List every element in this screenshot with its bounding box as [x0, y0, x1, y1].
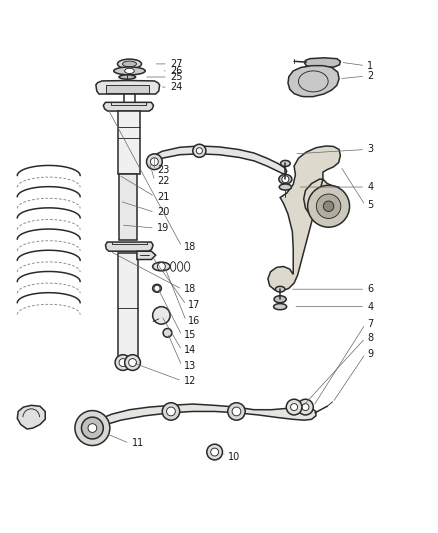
Text: 10: 10 — [228, 452, 240, 462]
Ellipse shape — [117, 59, 141, 69]
Text: 23: 23 — [157, 165, 170, 175]
Text: 12: 12 — [184, 376, 197, 386]
Text: 17: 17 — [188, 300, 201, 310]
Circle shape — [286, 399, 302, 415]
Circle shape — [81, 417, 103, 439]
Ellipse shape — [152, 262, 170, 271]
Text: 16: 16 — [188, 316, 201, 326]
Ellipse shape — [279, 184, 291, 190]
Circle shape — [154, 285, 160, 292]
Text: 4: 4 — [367, 182, 374, 192]
Polygon shape — [154, 146, 287, 175]
Circle shape — [129, 359, 137, 367]
Ellipse shape — [276, 286, 285, 292]
Circle shape — [307, 185, 350, 227]
Circle shape — [207, 444, 223, 460]
Ellipse shape — [279, 174, 292, 184]
Text: 4: 4 — [367, 302, 374, 312]
Circle shape — [302, 403, 309, 410]
Text: 9: 9 — [367, 349, 374, 359]
Circle shape — [163, 328, 172, 337]
Circle shape — [147, 154, 162, 169]
Text: 5: 5 — [367, 200, 374, 211]
Circle shape — [282, 176, 289, 183]
Circle shape — [119, 359, 127, 367]
Text: 1: 1 — [367, 61, 374, 71]
Circle shape — [150, 158, 158, 166]
Polygon shape — [96, 80, 159, 94]
Text: 26: 26 — [170, 66, 183, 76]
Polygon shape — [106, 85, 149, 93]
Text: 24: 24 — [170, 83, 183, 93]
Circle shape — [125, 354, 141, 370]
Circle shape — [166, 407, 175, 416]
Circle shape — [316, 194, 341, 219]
Text: 8: 8 — [367, 333, 374, 343]
Circle shape — [297, 399, 313, 415]
Text: 18: 18 — [184, 242, 196, 252]
Circle shape — [323, 201, 334, 212]
Text: 2: 2 — [367, 71, 374, 81]
Text: 19: 19 — [157, 223, 169, 233]
Text: 27: 27 — [170, 59, 183, 69]
Text: 18: 18 — [184, 284, 196, 294]
Polygon shape — [120, 174, 137, 240]
Text: 22: 22 — [157, 176, 170, 186]
Ellipse shape — [123, 61, 137, 67]
Circle shape — [152, 306, 170, 324]
Ellipse shape — [274, 304, 287, 310]
Circle shape — [88, 424, 97, 432]
Polygon shape — [118, 111, 140, 174]
Circle shape — [228, 403, 245, 420]
Polygon shape — [106, 242, 153, 251]
Circle shape — [193, 144, 206, 157]
Polygon shape — [103, 102, 153, 111]
Polygon shape — [304, 58, 340, 68]
Ellipse shape — [152, 285, 161, 292]
Circle shape — [232, 407, 241, 416]
Text: 20: 20 — [157, 207, 170, 217]
Ellipse shape — [119, 75, 136, 79]
Polygon shape — [17, 405, 45, 429]
Circle shape — [75, 410, 110, 446]
Ellipse shape — [281, 160, 290, 166]
Text: 13: 13 — [184, 361, 196, 371]
Polygon shape — [268, 146, 340, 291]
Text: 6: 6 — [367, 284, 374, 294]
Text: 15: 15 — [184, 330, 197, 341]
Polygon shape — [288, 66, 339, 96]
Circle shape — [290, 403, 297, 410]
Circle shape — [115, 354, 131, 370]
Ellipse shape — [274, 296, 286, 303]
Ellipse shape — [114, 67, 145, 75]
Circle shape — [162, 403, 180, 420]
Circle shape — [196, 148, 202, 154]
Text: 21: 21 — [157, 192, 170, 201]
Text: 7: 7 — [367, 319, 374, 329]
Polygon shape — [137, 251, 155, 260]
Text: 11: 11 — [132, 438, 144, 448]
Circle shape — [211, 448, 219, 456]
Text: 3: 3 — [367, 144, 374, 155]
Text: 14: 14 — [184, 345, 196, 356]
Polygon shape — [78, 404, 316, 436]
Ellipse shape — [125, 68, 134, 74]
Text: 25: 25 — [170, 72, 183, 82]
Circle shape — [157, 263, 165, 270]
Polygon shape — [118, 253, 138, 362]
